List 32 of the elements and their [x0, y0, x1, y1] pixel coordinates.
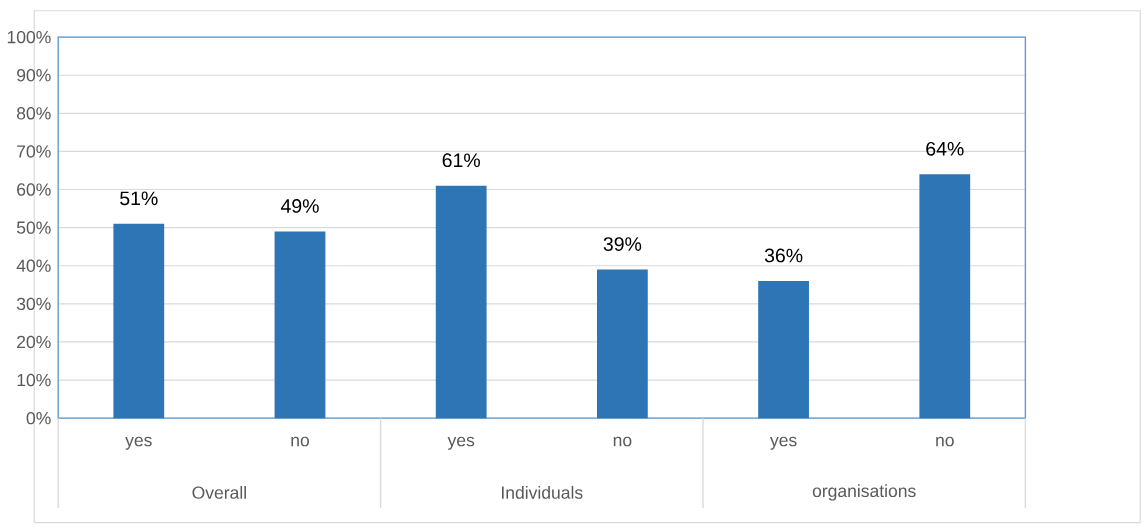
- x-tick-label: yes: [447, 436, 475, 450]
- data-label: 51%: [120, 191, 158, 205]
- text: Overall: [192, 485, 246, 499]
- y-tick-label: 80%: [17, 106, 51, 120]
- y-tick-label: 0%: [26, 411, 51, 425]
- y-tick-label: 100%: [7, 30, 51, 44]
- text: organisations: [812, 484, 916, 501]
- y-tick-label: 30%: [16, 297, 51, 310]
- data-label: 61%: [442, 153, 480, 167]
- bar: [274, 231, 326, 418]
- y-tick-label: 50%: [16, 221, 51, 234]
- x-tick-label: no: [291, 436, 309, 447]
- x-tick-label: yes: [125, 436, 152, 450]
- bar: [435, 185, 487, 418]
- data-label: 39%: [603, 236, 642, 251]
- x-tick-label: yes: [769, 436, 797, 450]
- data-label: 49%: [280, 198, 319, 213]
- y-tick-label: 70%: [17, 145, 51, 158]
- bar: [919, 174, 971, 418]
- x-tick-label: no: [936, 436, 954, 447]
- y-tick-label: 20%: [17, 335, 51, 348]
- bar: [113, 223, 165, 418]
- data-label: 64%: [926, 141, 964, 156]
- bar: [758, 280, 809, 418]
- text: Individuals: [502, 485, 583, 499]
- y-tick-label: 40%: [16, 259, 51, 272]
- bar: [596, 269, 648, 418]
- x-tick-label: no: [613, 436, 632, 447]
- y-tick-label: 60%: [17, 183, 51, 196]
- y-tick-label: 10%: [17, 373, 51, 387]
- data-label: 36%: [764, 248, 803, 263]
- y-tick-label: 90%: [17, 68, 51, 82]
